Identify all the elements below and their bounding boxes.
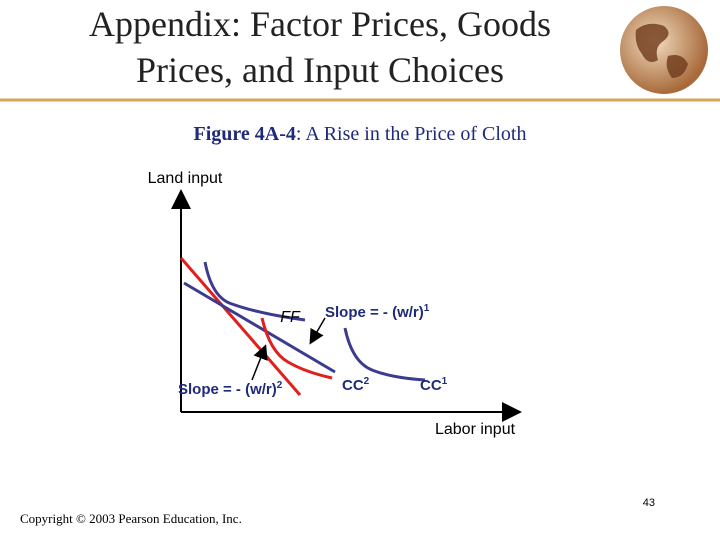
- cc2-isoquant: [260, 317, 333, 380]
- label-part: 1: [442, 376, 448, 387]
- y-axis-label: Land input: [148, 170, 223, 187]
- label-part: Slope = - (w/r): [178, 381, 277, 398]
- title-line: Appendix: Factor Prices, Goods: [89, 4, 551, 44]
- globe-icon: [620, 6, 708, 94]
- figure-caption: Figure 4A-4: A Rise in the Price of Clot…: [194, 123, 527, 145]
- label-part: 2: [277, 380, 283, 391]
- slope1-arrow: [309, 317, 326, 345]
- x-axis-label: Labor input: [435, 421, 516, 438]
- label-part: 1: [424, 303, 430, 314]
- label-part: CC: [342, 377, 364, 394]
- cc1-label: CC1: [420, 376, 448, 394]
- ff-isoquant: [203, 261, 306, 322]
- price-line-1: [183, 281, 336, 374]
- cc1-isoquant: [343, 327, 426, 382]
- caption-label: Figure 4A-4: [194, 123, 296, 145]
- price-line-2: [179, 257, 302, 396]
- copyright: Copyright © 2003 Pearson Education, Inc.: [20, 511, 242, 526]
- ff-label: FF: [280, 309, 301, 326]
- label-part: 2: [364, 376, 370, 387]
- caption-text: : A Rise in the Price of Cloth: [296, 123, 527, 145]
- cc2-label: CC2: [342, 376, 370, 394]
- slope1-label: Slope = - (w/r)1: [325, 303, 430, 321]
- slope2-label: Slope = - (w/r)2: [178, 380, 283, 398]
- slope2-arrow: [251, 344, 268, 381]
- label-part: CC: [420, 377, 442, 394]
- label-part: Slope = - (w/r): [325, 304, 424, 321]
- title-line: Prices, and Input Choices: [136, 50, 504, 90]
- page-number: 43: [643, 497, 655, 509]
